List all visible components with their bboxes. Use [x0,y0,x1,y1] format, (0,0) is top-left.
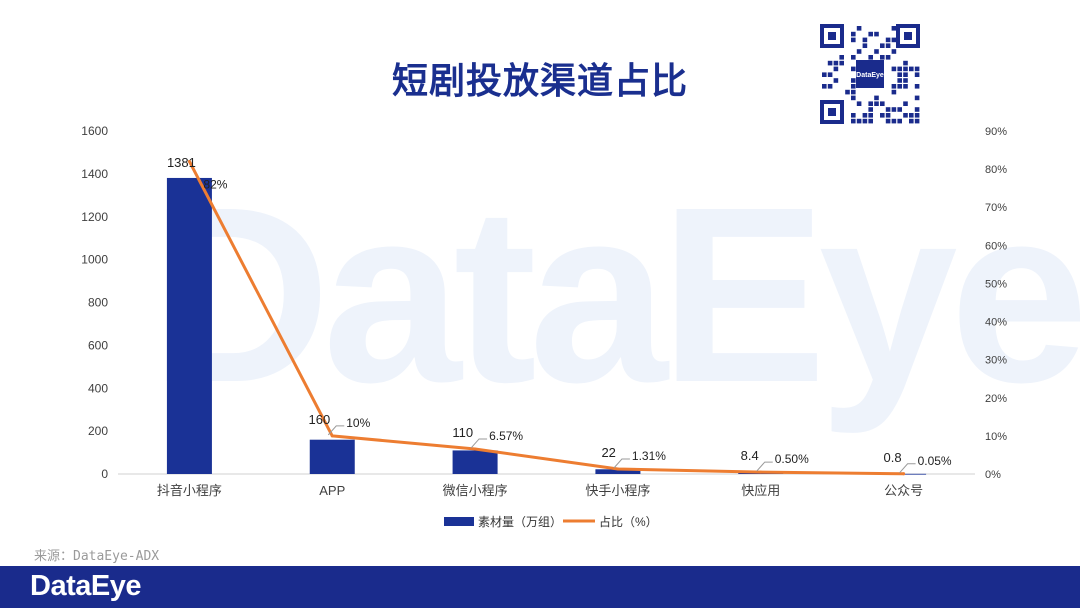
leader-line [899,463,916,474]
y-right-tick-label: 10% [985,431,1007,443]
y-left-tick-label: 400 [88,381,108,395]
watermark-text: DataEye [150,155,1080,434]
y-right-tick-label: 60% [985,240,1007,252]
line-point [616,467,620,471]
line-point [473,447,477,451]
chart: 0 200 400 600 800 1000 1200 1400 1600 0% 10% 20% 30… [81,124,1007,529]
y-right-tick-label: 70% [985,202,1007,214]
qr-center-label: DataEye [856,72,884,79]
footer-logo: DataEye [30,570,141,602]
line-point [187,159,191,163]
y-left-tick-label: 1400 [81,167,108,181]
x-tick-label: 公众号 [884,483,923,498]
leader-line [470,438,488,449]
y-right-tick-label: 0% [985,469,1001,481]
y-left-tick-label: 200 [88,424,108,438]
x-tick-label: 快应用 [741,483,780,498]
y-right-tick-label: 50% [985,278,1007,290]
y-left-tick-label: 1000 [81,253,108,267]
y-left-tick-label: 1200 [81,210,108,224]
y-right-tick-label: 40% [985,317,1007,329]
bar-value-label: 8.4 [741,448,759,463]
ratio-value-label: 0.50% [775,452,809,466]
legend-swatch-bars [444,517,474,526]
leader-line [613,458,630,469]
x-tick-label: 快手小程序 [585,483,650,498]
bar [452,450,498,474]
line-point [330,434,334,438]
ratio-value-label: 10% [346,416,370,430]
legend-label-bars: 素材量（万组） [478,515,562,529]
bar [595,469,641,474]
x-tick-label: 抖音小程序 [157,483,222,498]
x-tick-label: APP [319,483,345,498]
line-point [759,470,763,474]
y-right-tick-label: 80% [985,164,1007,176]
y-left-tick-label: 800 [88,296,108,310]
bar [166,177,212,474]
line-point [902,472,906,476]
bar-value-label: 160 [309,412,331,427]
bar-value-label: 1381 [167,155,196,170]
leader-line [756,461,773,472]
ratio-value-label: 82% [203,177,227,191]
source-note: 来源：DataEye-ADX [34,549,160,564]
footer-bar: DataEye [0,566,1080,608]
bar-value-label: 110 [452,425,473,440]
x-tick-label: 微信小程序 [443,483,508,498]
ratio-value-label: 6.57% [489,429,523,443]
ratio-value-label: 1.31% [632,449,666,463]
qr-code-icon: DataEye [818,22,922,126]
y-right-tick-label: 20% [985,393,1007,405]
bar [309,439,355,474]
y-right-tick-label: 90% [985,126,1007,138]
ratio-line [187,159,906,476]
leader-line [327,425,345,436]
legend-label-line: 占比（%） [599,514,658,529]
y-left-tick-label: 1600 [81,124,108,138]
y-left-tick-label: 600 [88,338,108,352]
y-right-tick-label: 30% [985,355,1007,367]
ratio-value-label: 0.05% [918,454,952,468]
bar-value-label: 0.8 [884,450,902,465]
page-title: 短剧投放渠道占比 [391,61,688,102]
y-left-tick-label: 0 [101,467,108,481]
bar-value-label: 22 [601,445,615,460]
